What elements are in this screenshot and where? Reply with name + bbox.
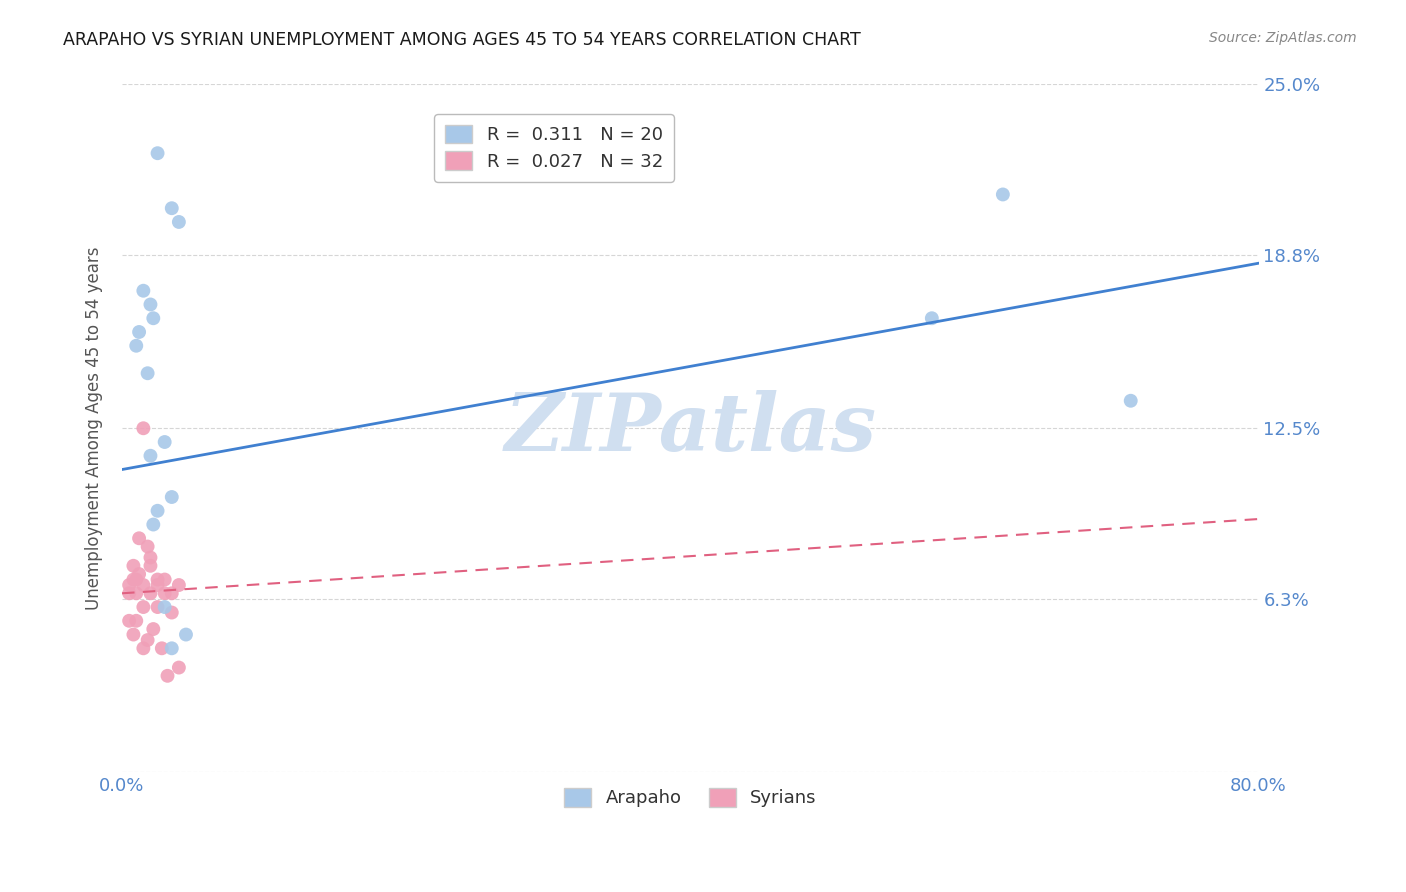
Point bbox=[139, 297, 162, 311]
Point bbox=[146, 573, 169, 587]
Point bbox=[156, 669, 179, 683]
Point bbox=[142, 311, 165, 326]
Point bbox=[160, 201, 183, 215]
Point bbox=[167, 215, 190, 229]
Point bbox=[146, 146, 169, 161]
Text: Source: ZipAtlas.com: Source: ZipAtlas.com bbox=[1209, 31, 1357, 45]
Point bbox=[167, 578, 190, 592]
Point bbox=[122, 627, 145, 641]
Text: ARAPAHO VS SYRIAN UNEMPLOYMENT AMONG AGES 45 TO 54 YEARS CORRELATION CHART: ARAPAHO VS SYRIAN UNEMPLOYMENT AMONG AGE… bbox=[63, 31, 860, 49]
Point bbox=[167, 660, 190, 674]
Point bbox=[125, 614, 148, 628]
Point bbox=[153, 586, 176, 600]
Point bbox=[139, 558, 162, 573]
Point bbox=[132, 578, 155, 592]
Point bbox=[174, 627, 197, 641]
Point bbox=[153, 573, 176, 587]
Point bbox=[160, 641, 183, 656]
Point bbox=[146, 578, 169, 592]
Point bbox=[139, 550, 162, 565]
Point bbox=[139, 586, 162, 600]
Point bbox=[146, 504, 169, 518]
Point bbox=[125, 339, 148, 353]
Point bbox=[122, 573, 145, 587]
Point bbox=[921, 311, 943, 326]
Point bbox=[136, 633, 159, 648]
Point bbox=[125, 586, 148, 600]
Point bbox=[136, 540, 159, 554]
Text: ZIPatlas: ZIPatlas bbox=[505, 390, 876, 467]
Point bbox=[146, 600, 169, 615]
Point bbox=[118, 578, 141, 592]
Point bbox=[142, 517, 165, 532]
Point bbox=[118, 614, 141, 628]
Point bbox=[153, 600, 176, 615]
Point bbox=[128, 325, 150, 339]
Point bbox=[128, 567, 150, 582]
Point bbox=[139, 449, 162, 463]
Point bbox=[153, 435, 176, 450]
Point bbox=[160, 586, 183, 600]
Point bbox=[142, 622, 165, 636]
Y-axis label: Unemployment Among Ages 45 to 54 years: Unemployment Among Ages 45 to 54 years bbox=[86, 246, 103, 610]
Point bbox=[991, 187, 1014, 202]
Point bbox=[136, 366, 159, 380]
Point bbox=[132, 284, 155, 298]
Point bbox=[160, 490, 183, 504]
Legend: Arapaho, Syrians: Arapaho, Syrians bbox=[557, 780, 824, 814]
Point bbox=[118, 586, 141, 600]
Point bbox=[160, 606, 183, 620]
Point bbox=[132, 421, 155, 435]
Point bbox=[125, 573, 148, 587]
Point bbox=[150, 641, 173, 656]
Point bbox=[128, 531, 150, 545]
Point bbox=[122, 558, 145, 573]
Point bbox=[132, 641, 155, 656]
Point bbox=[132, 600, 155, 615]
Point bbox=[1119, 393, 1142, 408]
